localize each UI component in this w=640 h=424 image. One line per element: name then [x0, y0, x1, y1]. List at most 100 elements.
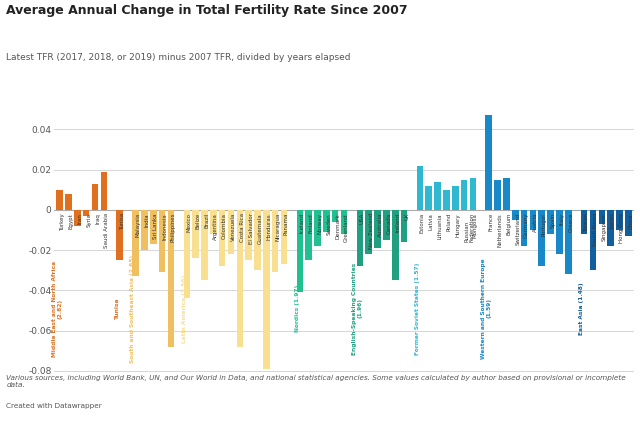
Bar [512, 210, 518, 220]
Text: Various sources, including World Bank, UN, and Our World in Data, and national s: Various sources, including World Bank, U… [6, 375, 626, 388]
Bar [83, 210, 90, 216]
Text: Belgium: Belgium [506, 213, 511, 235]
Text: France: France [489, 213, 494, 232]
Bar [401, 210, 407, 242]
Text: Spain: Spain [550, 213, 556, 229]
Text: Greenland: Greenland [344, 213, 349, 242]
Bar [219, 210, 225, 266]
Text: Syria: Syria [86, 213, 91, 227]
Bar [100, 172, 107, 210]
Bar [607, 210, 614, 246]
Bar [486, 115, 492, 210]
Bar [365, 210, 372, 254]
Text: Canada: Canada [387, 213, 392, 234]
Bar [340, 210, 348, 234]
Bar [461, 180, 467, 210]
Text: English-Speaking Countries
(1.96): English-Speaking Countries (1.96) [352, 262, 363, 354]
Text: Denmark: Denmark [335, 213, 340, 239]
Text: Indonesia: Indonesia [162, 213, 167, 240]
Bar [494, 180, 501, 210]
Bar [470, 178, 476, 210]
Text: India: India [145, 213, 150, 226]
Text: Malaysia: Malaysia [136, 213, 141, 237]
Text: El Salvador: El Salvador [249, 213, 253, 244]
Text: Poland: Poland [447, 213, 451, 232]
Text: Nicaragua: Nicaragua [275, 213, 280, 241]
Text: Costa Rica: Costa Rica [240, 213, 245, 242]
Bar [168, 210, 174, 347]
Text: Netherlands: Netherlands [498, 213, 502, 247]
Text: Honduras: Honduras [266, 213, 271, 240]
Bar [383, 210, 390, 240]
Text: Australia: Australia [378, 213, 383, 237]
Bar [150, 210, 157, 244]
Bar [132, 210, 139, 276]
Bar [323, 210, 330, 232]
Text: Saudi Arabia: Saudi Arabia [104, 213, 109, 248]
Bar [74, 210, 81, 226]
Text: Mexico: Mexico [187, 213, 192, 232]
Bar [589, 210, 596, 270]
Bar [159, 210, 165, 272]
Text: Lithuania: Lithuania [438, 213, 443, 239]
Bar [392, 210, 399, 280]
Text: East Asia (1.48): East Asia (1.48) [579, 282, 584, 335]
Bar [141, 210, 148, 250]
Text: Germany: Germany [524, 213, 529, 238]
Text: Iraq: Iraq [95, 213, 100, 224]
Text: Sweden: Sweden [326, 213, 332, 235]
Bar [296, 210, 303, 293]
Bar [281, 210, 287, 264]
Bar [332, 210, 339, 222]
Bar [245, 210, 252, 260]
Text: Ireland: Ireland [396, 213, 400, 232]
Text: Switzerland: Switzerland [515, 213, 520, 245]
Text: Iran: Iran [77, 213, 83, 224]
Bar [538, 210, 545, 266]
Text: Guatemala: Guatemala [257, 213, 262, 244]
Bar [625, 210, 632, 236]
Text: Philippines: Philippines [171, 213, 176, 243]
Text: Portugal: Portugal [542, 213, 547, 236]
Bar [228, 210, 234, 254]
Text: Belize: Belize [196, 213, 201, 229]
Text: Former Soviet States (1.57): Former Soviet States (1.57) [415, 262, 420, 354]
Bar [210, 210, 216, 234]
Text: New Zealand: New Zealand [369, 213, 374, 249]
Bar [565, 210, 572, 274]
Bar [581, 210, 588, 234]
Text: Iceland: Iceland [300, 213, 305, 233]
Text: Sri Lanka: Sri Lanka [154, 213, 158, 239]
Text: Middle East and North Africa
(2.82): Middle East and North Africa (2.82) [52, 260, 63, 357]
Bar [92, 184, 99, 210]
Text: Singapore: Singapore [602, 213, 607, 241]
Text: Hungary: Hungary [455, 213, 460, 237]
Bar [272, 210, 278, 272]
Bar [356, 210, 364, 266]
Bar [547, 210, 554, 234]
Bar [521, 210, 527, 246]
Bar [417, 166, 423, 210]
Text: Finland: Finland [308, 213, 314, 233]
Text: Mongolia: Mongolia [473, 213, 478, 238]
Bar [254, 210, 260, 270]
Text: Greece: Greece [568, 213, 573, 232]
Bar [616, 210, 623, 230]
Text: Italy: Italy [559, 213, 564, 225]
Text: Hong Kong: Hong Kong [620, 213, 625, 243]
Text: UK: UK [404, 213, 409, 220]
Bar [452, 186, 458, 210]
Text: Created with Datawrapper: Created with Datawrapper [6, 403, 102, 409]
Text: Austria: Austria [533, 213, 538, 232]
Bar [426, 186, 432, 210]
Text: Tunisa: Tunisa [115, 298, 120, 319]
Text: Japan: Japan [611, 213, 616, 229]
Text: Latin America (2.56): Latin America (2.56) [182, 274, 187, 343]
Text: Norway: Norway [317, 213, 323, 234]
Bar [184, 210, 190, 298]
Bar [263, 210, 269, 369]
Bar [193, 210, 199, 258]
Bar [556, 210, 563, 254]
Text: South Korea: South Korea [593, 213, 598, 246]
Text: Average Annual Change in Total Fertility Rate Since 2007: Average Annual Change in Total Fertility… [6, 4, 408, 17]
